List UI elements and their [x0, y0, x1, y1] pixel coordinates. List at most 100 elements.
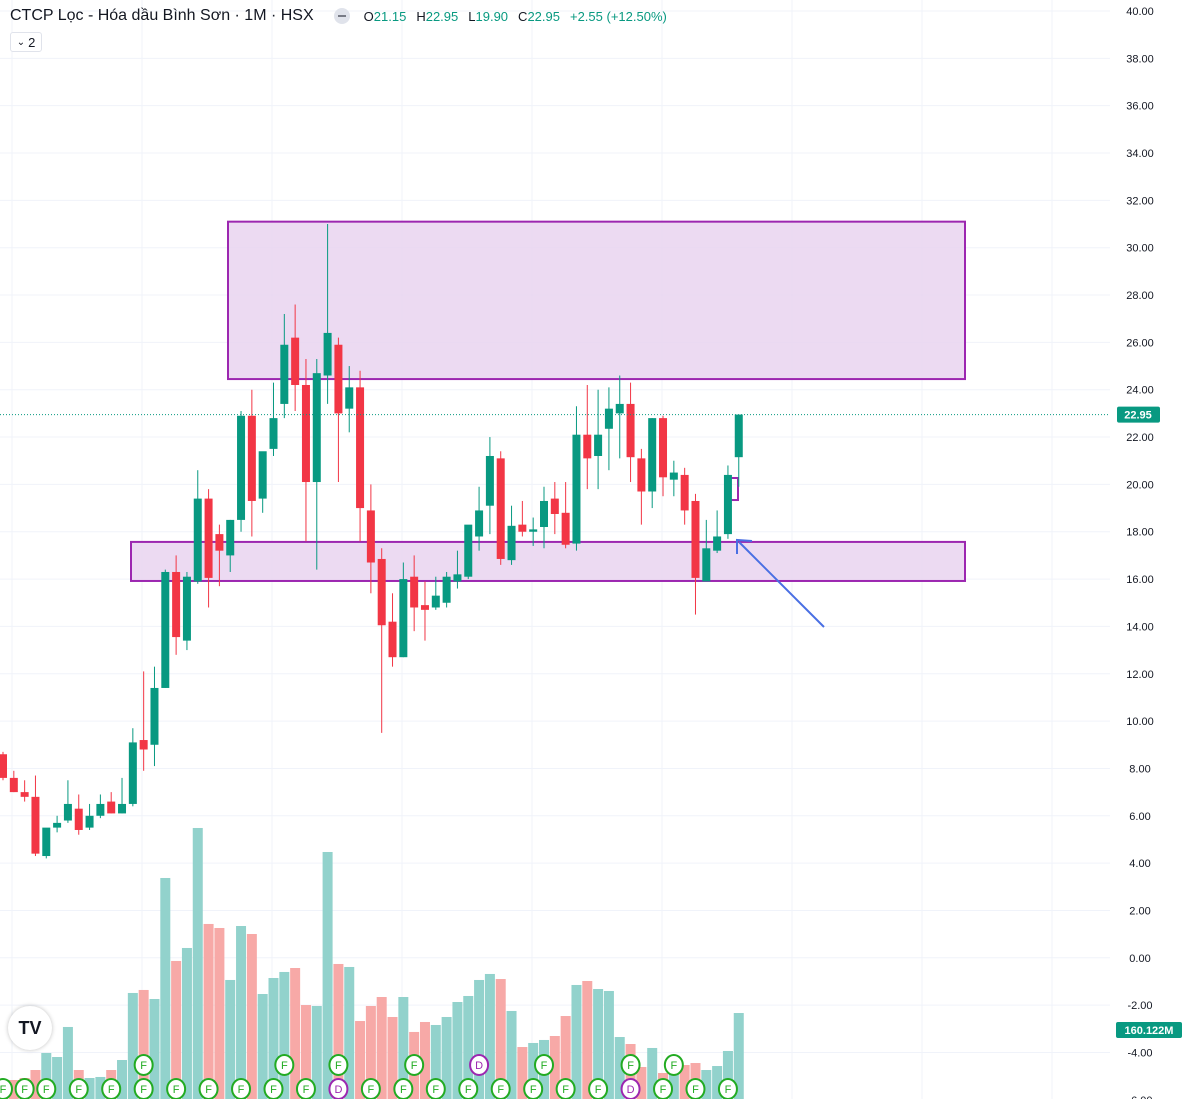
marker-label: F — [432, 1084, 439, 1096]
marker-label: F — [660, 1084, 667, 1096]
marker-label: F — [173, 1084, 180, 1096]
earnings-marker[interactable]: F — [231, 1078, 252, 1099]
marker-circle — [101, 1078, 122, 1099]
candle — [139, 671, 148, 771]
volume-bar — [452, 1002, 463, 1099]
earnings-marker[interactable]: F — [166, 1078, 187, 1099]
earnings-marker[interactable]: F — [14, 1078, 35, 1099]
candle-body — [172, 571, 181, 638]
earnings-marker[interactable]: F — [653, 1078, 674, 1099]
marker-circle — [588, 1078, 609, 1099]
marker-label: F — [281, 1060, 288, 1072]
volume-bar — [117, 1060, 128, 1099]
earnings-marker[interactable]: F — [555, 1078, 576, 1099]
indicators-collapse-button[interactable]: ⌄ 2 — [10, 32, 42, 52]
candle-body — [139, 740, 148, 750]
dividend-marker[interactable]: D — [469, 1054, 490, 1076]
volume-bar — [181, 947, 192, 1099]
earnings-marker[interactable]: F — [490, 1078, 511, 1099]
y-tick-label: 18.00 — [1126, 527, 1154, 539]
dividend-marker[interactable]: D — [620, 1078, 641, 1099]
ohlc-high: H22.95 — [416, 8, 459, 24]
earnings-marker[interactable]: F — [534, 1054, 554, 1076]
volume-bar — [203, 923, 214, 1099]
candle — [615, 375, 624, 459]
earnings-marker[interactable]: F — [685, 1078, 706, 1099]
candle-body — [107, 801, 116, 814]
marker-label: F — [335, 1060, 342, 1072]
earnings-marker[interactable]: F — [36, 1078, 57, 1099]
volume-bar — [701, 1069, 712, 1099]
earnings-marker[interactable]: F — [588, 1078, 609, 1099]
candle — [291, 304, 300, 412]
candle-body — [410, 576, 419, 608]
y-tick-label: -6.00 — [1127, 1095, 1152, 1099]
earnings-marker[interactable]: F — [663, 1054, 684, 1076]
arrow-head-icon — [736, 538, 753, 554]
earnings-marker[interactable]: F — [0, 1078, 13, 1099]
marker-circle — [328, 1054, 349, 1076]
candle-body — [659, 418, 668, 478]
candle — [334, 337, 343, 483]
earnings-marker[interactable]: F — [274, 1054, 295, 1076]
candle — [172, 555, 181, 655]
earnings-marker[interactable]: F — [404, 1054, 425, 1076]
volume-bar — [300, 1005, 311, 1099]
candle — [453, 550, 462, 589]
candle — [431, 576, 440, 610]
candle-body — [453, 574, 462, 582]
y-tick-label: 4.00 — [1129, 858, 1150, 870]
market-status-icon[interactable] — [333, 8, 350, 24]
candle — [594, 389, 603, 490]
dividend-marker[interactable]: D — [328, 1078, 349, 1099]
volume-bar — [463, 995, 474, 1099]
marker-label: F — [303, 1084, 310, 1096]
earnings-marker[interactable]: F — [425, 1078, 446, 1099]
earnings-marker[interactable]: F — [68, 1078, 89, 1099]
candle — [356, 370, 365, 542]
earnings-marker[interactable]: F — [717, 1078, 738, 1099]
earnings-marker[interactable]: F — [133, 1078, 154, 1099]
tradingview-logo[interactable]: TV — [8, 1006, 52, 1050]
marker-circle — [663, 1054, 684, 1076]
candle — [659, 415, 668, 497]
candle-body — [85, 815, 94, 828]
y-tick-label: 2.00 — [1129, 905, 1150, 917]
candle — [464, 524, 473, 580]
symbol-title[interactable]: CTCP Lọc - Hóa dầu Bình Sơn · 1M · HSX — [10, 7, 314, 24]
volume-bar — [62, 1026, 73, 1099]
marker-label: D — [475, 1060, 483, 1072]
earnings-marker[interactable]: F — [620, 1054, 641, 1076]
candle-body — [583, 434, 592, 459]
candle-body — [301, 384, 310, 483]
earnings-marker[interactable]: F — [360, 1078, 381, 1099]
earnings-marker[interactable]: F — [295, 1078, 316, 1099]
volume-bar — [582, 981, 593, 1099]
last-price-tag — [1117, 406, 1160, 423]
marker-circle — [393, 1078, 414, 1099]
candle-body — [388, 621, 397, 658]
candle-body — [334, 344, 343, 414]
volume-bar — [225, 979, 236, 1099]
candle-body — [713, 536, 722, 551]
volume-bar — [257, 993, 268, 1099]
marker-circle — [653, 1078, 674, 1099]
earnings-marker[interactable]: F — [523, 1078, 544, 1099]
candle — [583, 384, 592, 490]
earnings-marker[interactable]: F — [198, 1078, 219, 1099]
candle — [669, 460, 678, 497]
earnings-marker[interactable]: F — [263, 1078, 284, 1099]
earnings-marker[interactable]: F — [101, 1078, 122, 1099]
y-tick-label: 38.00 — [1126, 53, 1154, 65]
last-price-label: 22.95 — [1124, 410, 1152, 422]
volume-bar — [593, 989, 604, 1099]
volume-bar — [41, 1052, 52, 1099]
candle — [713, 510, 722, 554]
earnings-marker[interactable]: F — [133, 1054, 154, 1076]
earnings-marker[interactable]: F — [458, 1078, 479, 1099]
marker-label: D — [627, 1084, 635, 1096]
earnings-marker[interactable]: F — [393, 1078, 414, 1099]
marker-circle — [68, 1078, 89, 1099]
earnings-marker[interactable]: F — [328, 1054, 349, 1076]
